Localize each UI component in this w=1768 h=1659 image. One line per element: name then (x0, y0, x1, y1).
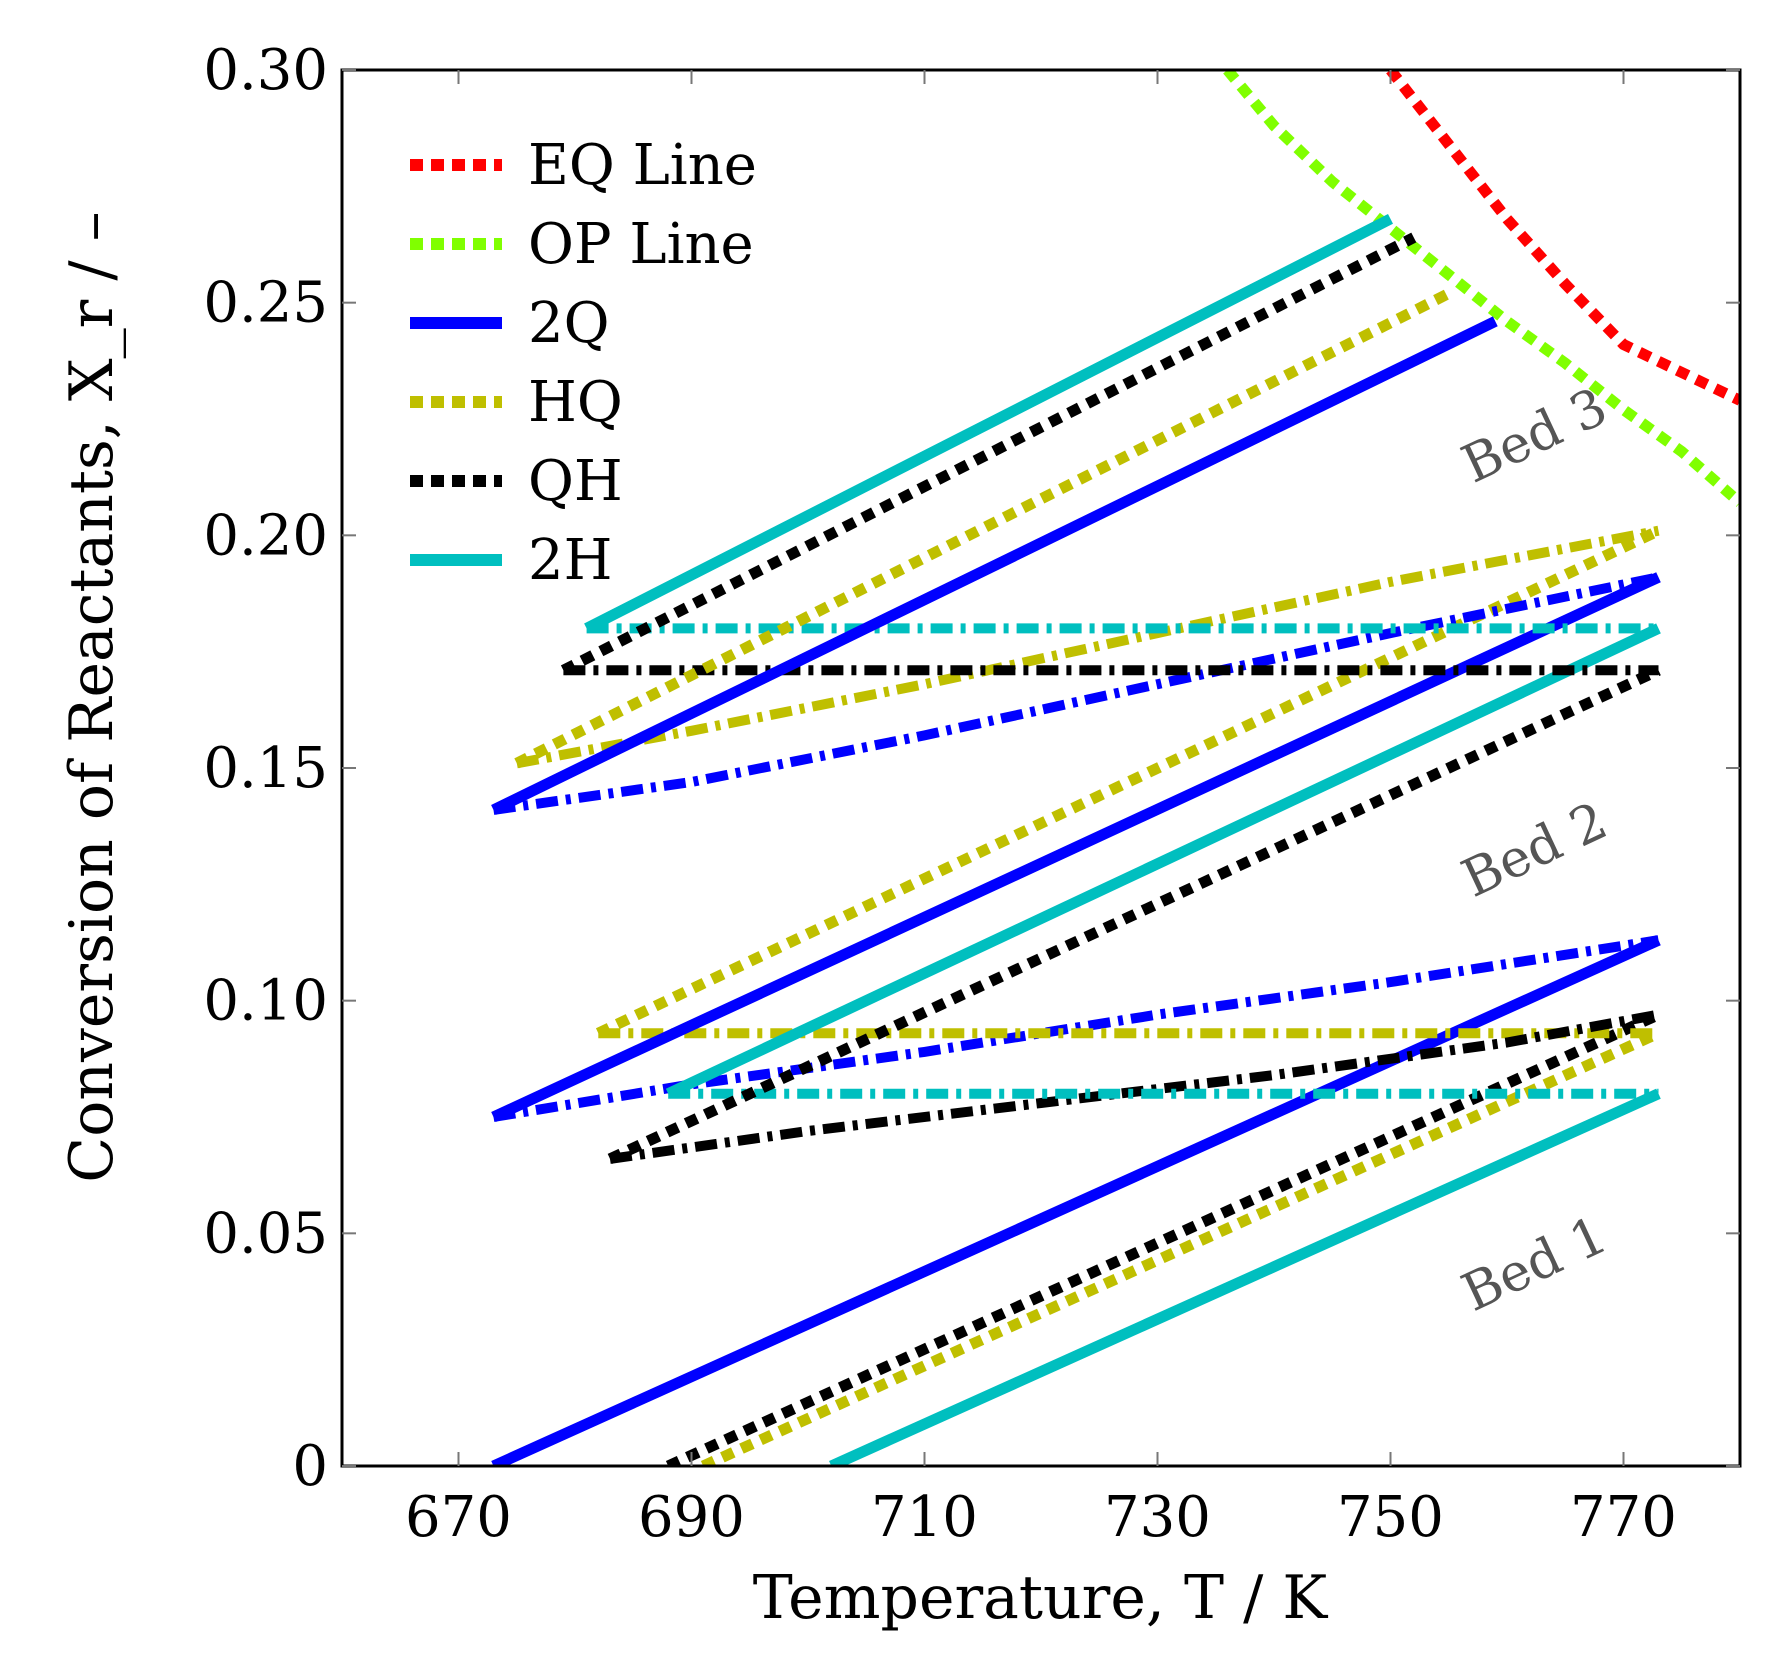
legend-entry: 2H (410, 528, 612, 593)
legend-entry: OP Line (410, 212, 754, 277)
series-line-hq-bed-3 (514, 288, 1452, 769)
axis-labels: Temperature, T / K Conversion of Reactan… (57, 211, 1328, 1633)
bed-annotation: Bed 2 (1453, 791, 1616, 910)
series-line-hq-bed-1 (700, 1028, 1661, 1466)
y-tick-label: 0.30 (203, 38, 328, 103)
x-tick-label: 690 (638, 1485, 745, 1550)
series-line-2q-bed-2 (491, 572, 1661, 1122)
y-tick-label: 0.20 (203, 503, 328, 568)
series-line-hq-cooling-2 (515, 525, 1660, 769)
series-line-2h-bed-3 (584, 213, 1393, 634)
legend-label: OP Line (528, 212, 754, 277)
legend-label: 2Q (528, 291, 610, 356)
y-tick-label: 0.15 (203, 736, 328, 801)
legend-entry: EQ Line (410, 133, 757, 198)
legend-label: EQ Line (528, 133, 757, 198)
y-tick-label: 0 (292, 1434, 328, 1499)
y-tick-label: 0.25 (203, 271, 328, 336)
x-axis-label: Temperature, T / K (753, 1563, 1329, 1633)
series-line-2h-bed-2 (665, 623, 1661, 1099)
x-tick-label: 770 (1570, 1485, 1677, 1550)
y-tick-label: 0.10 (203, 969, 328, 1034)
series-line-qh-bed-1 (665, 1009, 1661, 1466)
series-line-qh-bed-2 (607, 665, 1661, 1164)
series-line-eq-line (1386, 70, 1740, 406)
ticks: 670 690 710 730 750 770 0 0.05 0.10 0.15 0.20 0.25 0… (203, 38, 1740, 1550)
legend-entry: 2Q (410, 291, 610, 356)
y-axis-label: Conversion of Reactants, X_r / – (57, 211, 127, 1182)
legend: EQ Line OP Line 2Q HQ QH 2H (410, 133, 757, 593)
annotations: Bed 1 Bed 2 Bed 3 (1453, 377, 1616, 1324)
bed-annotation: Bed 1 (1453, 1205, 1616, 1324)
legend-entry: HQ (410, 370, 623, 435)
series-line-2h-bed-1 (829, 1088, 1661, 1466)
series-line-2q-bed-1 (491, 935, 1661, 1466)
series-line-2q-cooling-1 (492, 935, 1660, 1122)
y-tick-label: 0.05 (203, 1201, 328, 1266)
legend-entry: QH (410, 449, 623, 514)
x-tick-label: 670 (405, 1485, 512, 1550)
series-line-op-line (1223, 70, 1740, 507)
legend-label: HQ (528, 370, 623, 435)
series-line-hq-bed-2 (595, 525, 1661, 1039)
series-layer (491, 70, 1740, 1466)
legend-label: 2H (528, 528, 612, 593)
x-tick-label: 730 (1104, 1485, 1211, 1550)
legend-label: QH (528, 449, 623, 514)
series-line-2q-cooling-2 (492, 572, 1660, 815)
bed-annotation: Bed 3 (1453, 377, 1616, 496)
x-tick-label: 710 (871, 1485, 978, 1550)
series-line-2q-bed-3 (491, 316, 1498, 815)
x-tick-label: 750 (1337, 1485, 1444, 1550)
